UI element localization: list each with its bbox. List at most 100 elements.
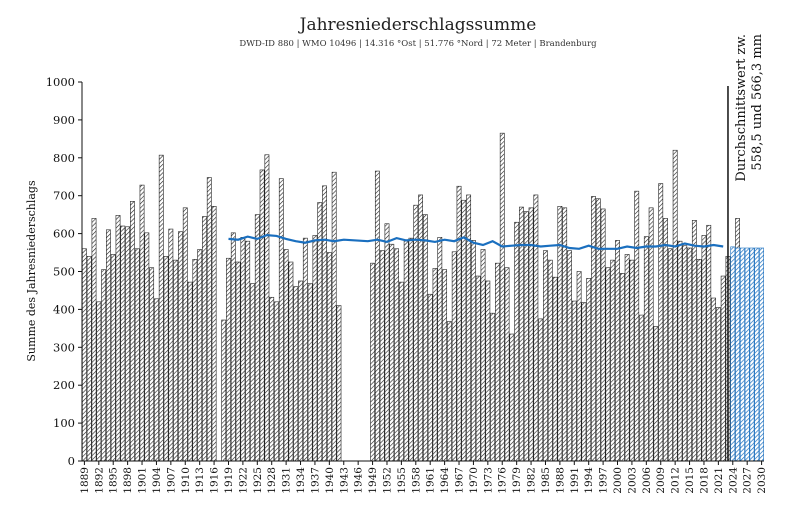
forecast-bar-2029 [754, 247, 760, 462]
x-tick-label: 1964 [439, 467, 451, 494]
bar-2002 [624, 254, 630, 462]
bar-1923 [245, 240, 251, 462]
x-tick-label: 1952 [382, 467, 394, 494]
bar-1928 [269, 296, 275, 462]
bar-1929 [274, 301, 279, 462]
bar-1932 [288, 261, 294, 462]
bar-1931 [283, 249, 289, 462]
bar-1958 [413, 204, 419, 462]
bar-1986 [547, 259, 553, 462]
x-tick-label: 1985 [540, 467, 552, 494]
bar-1993 [581, 302, 587, 462]
bar-1975 [495, 262, 500, 462]
y-tick-label: 1000 [46, 75, 75, 89]
bar-1962 [432, 268, 438, 462]
bar-1985 [543, 250, 548, 462]
bar-1909 [178, 231, 183, 462]
y-tick-label: 800 [53, 151, 75, 165]
x-tick-label: 1940 [324, 467, 336, 494]
bar-1902 [144, 232, 150, 462]
bar-1963 [437, 237, 443, 462]
x-tick-label: 2024 [727, 467, 739, 494]
bar-2001 [619, 273, 625, 462]
bar-2010 [663, 218, 668, 462]
y-tick-label: 0 [68, 454, 75, 468]
bar-1915 [206, 177, 212, 462]
bar-1939 [322, 185, 327, 462]
bar-1933 [293, 286, 299, 462]
bar-2000 [615, 240, 620, 462]
bar-1920 [230, 232, 236, 462]
x-tick-label: 1973 [482, 467, 494, 494]
bar-2022 [720, 275, 726, 462]
x-tick-label: 1943 [338, 467, 350, 494]
y-tick-label: 200 [53, 378, 75, 392]
x-tick-label: 1937 [309, 467, 321, 494]
x-tick-label: 2006 [641, 467, 653, 494]
bar-1981 [523, 211, 529, 462]
x-tick-label: 1994 [583, 467, 595, 494]
bar-2004 [634, 190, 640, 462]
bar-1959 [418, 194, 424, 462]
bar-2018 [701, 235, 707, 462]
bar-1976 [499, 132, 505, 462]
x-tick-label: 1898 [122, 467, 134, 494]
x-tick-label: 1889 [79, 467, 91, 494]
bar-1951 [379, 250, 385, 462]
bar-1890 [86, 256, 92, 462]
x-tick-label: 1931 [281, 467, 293, 494]
x-tick-label: 1958 [410, 467, 422, 494]
bar-1914 [202, 216, 207, 462]
bar-1965 [447, 321, 452, 462]
bar-2021 [715, 307, 721, 462]
bar-2006 [643, 236, 649, 462]
x-tick-label: 2027 [742, 467, 754, 494]
bar-2015 [687, 247, 692, 462]
x-tick-label: 1967 [454, 467, 466, 494]
bar-1991 [571, 300, 577, 462]
y-tick-label: 600 [53, 227, 75, 241]
y-tick-label: 400 [53, 302, 75, 316]
bar-1978 [509, 333, 515, 462]
bar-1913 [197, 249, 203, 462]
x-tick-label: 1910 [180, 467, 192, 494]
forecast-bar-2026 [739, 247, 745, 462]
bar-2017 [696, 259, 702, 462]
annotation-line-2: 558,5 und 566,3 mm [750, 34, 765, 171]
x-tick-label: 1934 [295, 467, 307, 494]
bar-1899 [130, 201, 135, 462]
bar-1940 [326, 252, 332, 462]
bar-1936 [307, 283, 313, 462]
bar-2009 [658, 183, 664, 462]
x-tick-label: 2003 [626, 467, 638, 494]
bar-1994 [586, 278, 592, 462]
bar-1990 [567, 250, 572, 462]
bar-1974 [490, 312, 496, 462]
bar-1924 [250, 283, 255, 462]
bar-1930 [278, 178, 284, 462]
bar-2014 [682, 245, 688, 462]
bar-1970 [471, 240, 476, 462]
bar-1942 [336, 305, 342, 462]
bar-1894 [106, 229, 111, 462]
y-tick-label: 700 [53, 189, 75, 203]
x-tick-label: 1928 [266, 467, 278, 494]
bar-1996 [595, 198, 601, 462]
bar-1891 [91, 218, 97, 462]
x-tick-label: 1922 [237, 467, 249, 494]
bar-1961 [427, 293, 433, 462]
x-tick-label: 1970 [468, 467, 480, 494]
bar-1937 [312, 235, 318, 462]
bar-1960 [422, 214, 428, 462]
x-tick-label: 2021 [713, 467, 725, 494]
average-line [228, 233, 724, 250]
bar-1992 [576, 271, 582, 462]
bar-1987 [552, 276, 558, 462]
x-tick-label: 2015 [684, 467, 696, 494]
x-tick-label: 2030 [756, 467, 768, 494]
bar-1892 [96, 301, 102, 462]
forecast-bar-2025 [735, 247, 740, 462]
x-tick-label: 1949 [367, 467, 379, 494]
bar-1941 [331, 171, 337, 462]
